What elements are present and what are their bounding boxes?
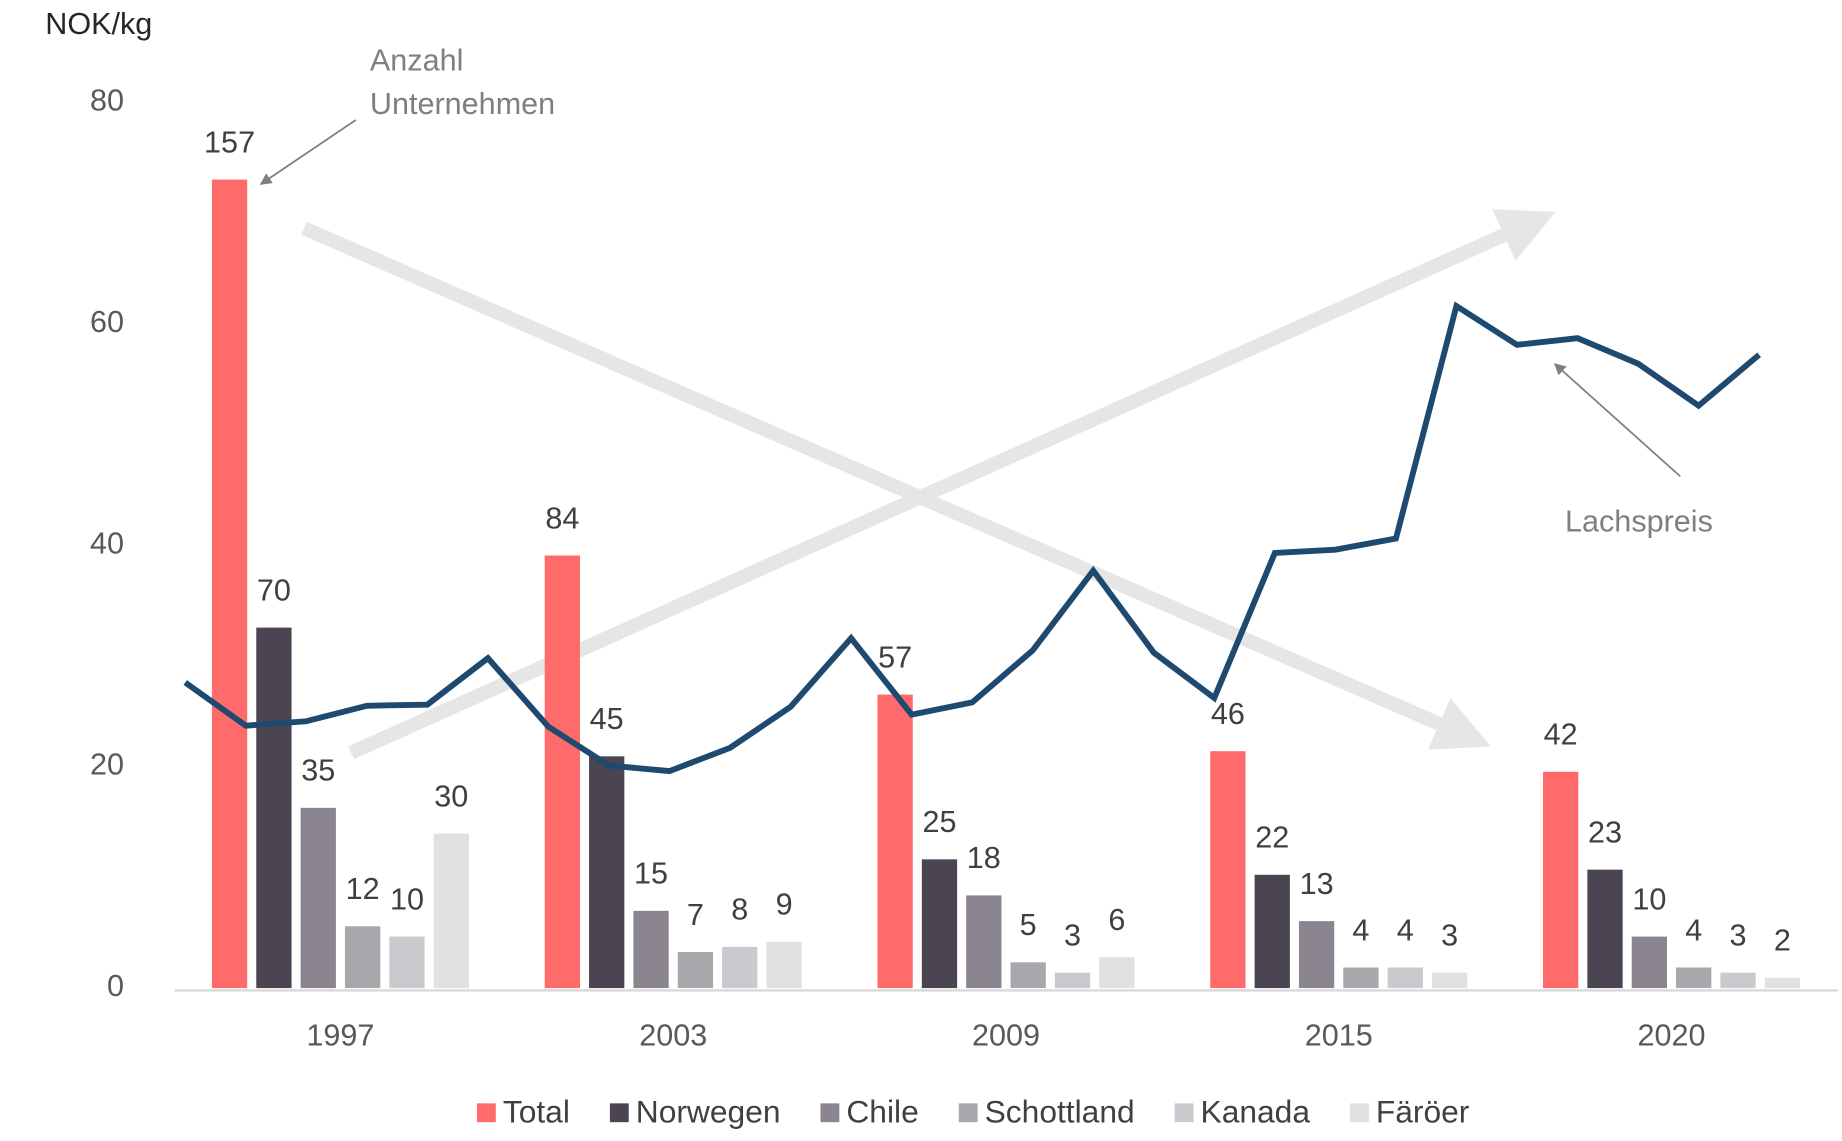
x-tick-label: 2009 (972, 1019, 1040, 1053)
data-label: 57 (878, 640, 912, 674)
data-label: 4 (1397, 913, 1414, 947)
legend-label: Färöer (1376, 1093, 1470, 1129)
bar (1210, 751, 1246, 989)
bar (921, 859, 958, 989)
data-label: 70 (257, 573, 291, 607)
legend-label: Kanada (1201, 1093, 1311, 1129)
bar (766, 941, 802, 989)
data-label: 3 (1064, 918, 1081, 952)
y-tick-label: 40 (90, 526, 124, 560)
bar (1720, 972, 1756, 989)
bar (211, 179, 248, 989)
bar (1764, 977, 1801, 989)
data-label: 30 (434, 779, 468, 813)
data-label: 12 (346, 872, 380, 906)
bar (256, 627, 292, 989)
annotation-line: Anzahl (370, 44, 464, 78)
data-label: 3 (1730, 918, 1747, 952)
data-label: 13 (1300, 867, 1334, 901)
bar (966, 895, 1002, 989)
trend-arrows (301, 209, 1556, 760)
bar (1431, 972, 1468, 989)
data-label: 157 (204, 125, 255, 159)
bar (1387, 967, 1423, 989)
y-axis-label: NOK/kg (45, 7, 152, 41)
bar (344, 926, 381, 989)
data-label: 4 (1352, 913, 1369, 947)
data-label: 18 (967, 841, 1001, 875)
data-label: 22 (1255, 821, 1289, 855)
legend-label: Norwegen (636, 1093, 781, 1129)
bar (877, 694, 913, 989)
bar (433, 833, 469, 989)
data-label: 10 (1632, 882, 1666, 916)
x-tick-label: 2003 (639, 1019, 707, 1053)
legend-swatch (1174, 1103, 1194, 1123)
legend-swatch (958, 1103, 978, 1123)
y-tick-label: 0 (107, 969, 124, 1003)
bar (389, 936, 425, 989)
data-label: 9 (776, 888, 793, 922)
legend-swatch (609, 1103, 629, 1123)
legend-label: Schottland (985, 1093, 1135, 1129)
bar (589, 756, 625, 989)
bar (1587, 869, 1623, 989)
down-trend-arrow (301, 221, 1491, 750)
bar (677, 952, 714, 989)
legend-swatch (476, 1103, 496, 1123)
data-label: 25 (922, 805, 956, 839)
bar (633, 910, 669, 989)
x-tick-label: 1997 (306, 1019, 374, 1053)
bar (1010, 962, 1046, 989)
data-label: 2 (1774, 924, 1791, 958)
bar (1298, 921, 1335, 989)
data-label: 84 (545, 501, 579, 535)
data-label: 15 (634, 857, 668, 891)
data-label: 8 (731, 893, 748, 927)
bar (1543, 771, 1579, 989)
data-label: 45 (590, 702, 624, 736)
legend-swatch (1349, 1103, 1369, 1123)
legend-label: Total (503, 1093, 570, 1129)
legend-label: Chile (846, 1093, 918, 1129)
data-label: 46 (1211, 697, 1245, 731)
price-line (183, 301, 1761, 775)
data-label: 6 (1108, 903, 1125, 937)
data-label: 10 (390, 882, 424, 916)
x-tick-label: 2015 (1305, 1019, 1373, 1053)
data-label: 35 (301, 754, 335, 788)
plot-area (211, 179, 1801, 989)
bar (1676, 967, 1712, 989)
data-label: 42 (1544, 718, 1578, 752)
bar (1631, 936, 1668, 989)
data-label: 3 (1441, 918, 1458, 952)
up-trend-arrow (348, 209, 1556, 760)
bar (300, 807, 336, 989)
annotation: Anzahl Unternehmen (370, 44, 555, 122)
annotation-arrow (1553, 363, 1681, 478)
y-tick-label: 20 (90, 748, 124, 782)
bar (544, 555, 580, 989)
bar (1254, 874, 1290, 989)
annotation-line: Unternehmen (370, 87, 555, 121)
bar (1054, 972, 1091, 989)
data-label: 23 (1588, 815, 1622, 849)
annotation: Lachspreis (1565, 505, 1713, 539)
y-tick-label: 80 (90, 83, 124, 117)
bar (1099, 957, 1135, 989)
data-label: 7 (687, 898, 704, 932)
bar (1343, 967, 1379, 989)
data-label: 4 (1685, 913, 1702, 947)
annotation-arrow (259, 119, 357, 185)
legend-swatch (820, 1103, 840, 1123)
bar (722, 946, 758, 989)
data-label: 5 (1020, 908, 1037, 942)
y-tick-label: 60 (90, 305, 124, 339)
x-tick-label: 2020 (1638, 1019, 1706, 1053)
